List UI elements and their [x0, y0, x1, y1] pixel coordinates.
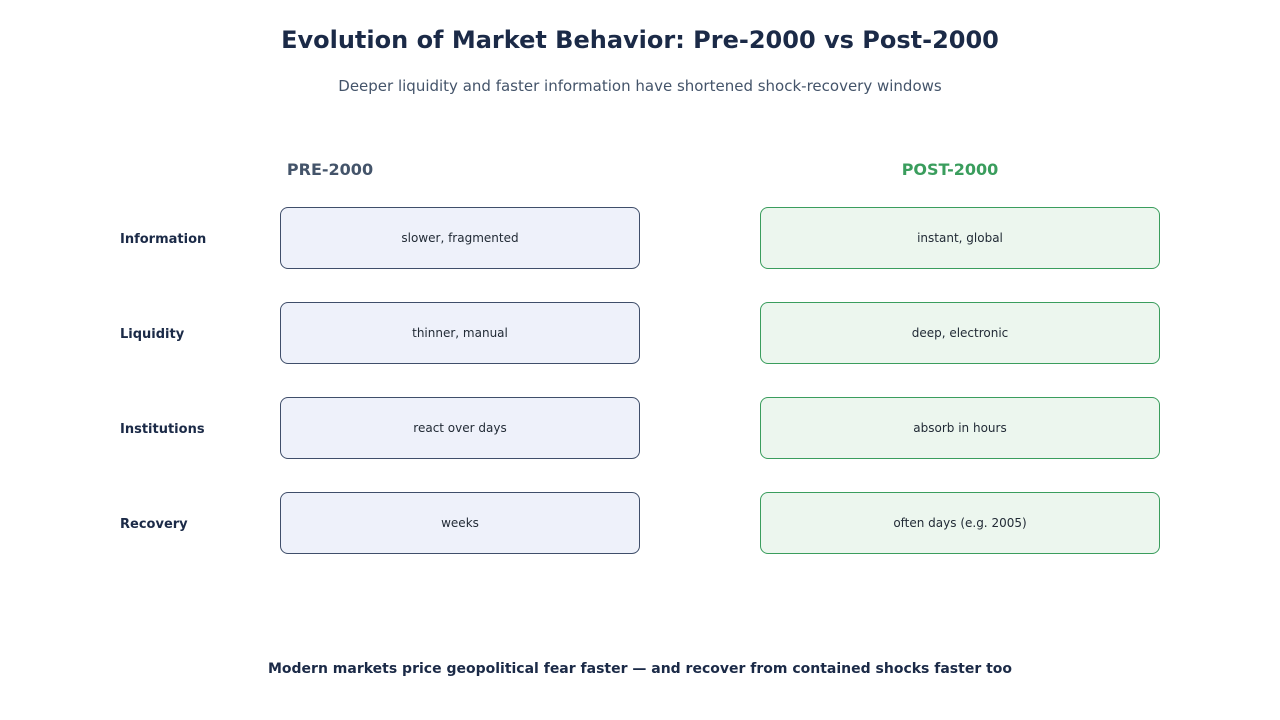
diagram-title: Evolution of Market Behavior: Pre-2000 v… [281, 26, 999, 54]
post-box-liquidity: deep, electronic [760, 302, 1160, 364]
post-box-information: instant, global [760, 207, 1160, 269]
column-header-pre: PRE-2000 [286, 160, 374, 179]
post-box-text: often days (e.g. 2005) [893, 516, 1027, 530]
post-box-text: deep, electronic [911, 326, 1009, 340]
pre-box-recovery: weeks [280, 492, 640, 554]
pre-box-liquidity: thinner, manual [280, 302, 640, 364]
row-label-institutions: Institutions [120, 422, 205, 437]
pre-box-institutions: react over days [280, 397, 640, 459]
row-label-recovery: Recovery [120, 517, 188, 532]
post-box-institutions: absorb in hours [760, 397, 1160, 459]
pre-box-text: weeks [441, 516, 479, 530]
post-box-recovery: often days (e.g. 2005) [760, 492, 1160, 554]
pre-box-information: slower, fragmented [280, 207, 640, 269]
pre-box-text: react over days [413, 421, 507, 435]
footer-takeaway: Modern markets price geopolitical fear f… [267, 661, 1013, 677]
pre-box-text: slower, fragmented [401, 231, 519, 245]
pre-box-text: thinner, manual [412, 326, 508, 340]
column-header-post: POST-2000 [901, 160, 999, 179]
post-box-text: absorb in hours [913, 421, 1007, 435]
row-label-liquidity: Liquidity [120, 327, 185, 342]
post-box-text: instant, global [917, 231, 1003, 245]
diagram-subtitle: Deeper liquidity and faster information … [338, 77, 942, 95]
row-label-information: Information [120, 232, 207, 247]
